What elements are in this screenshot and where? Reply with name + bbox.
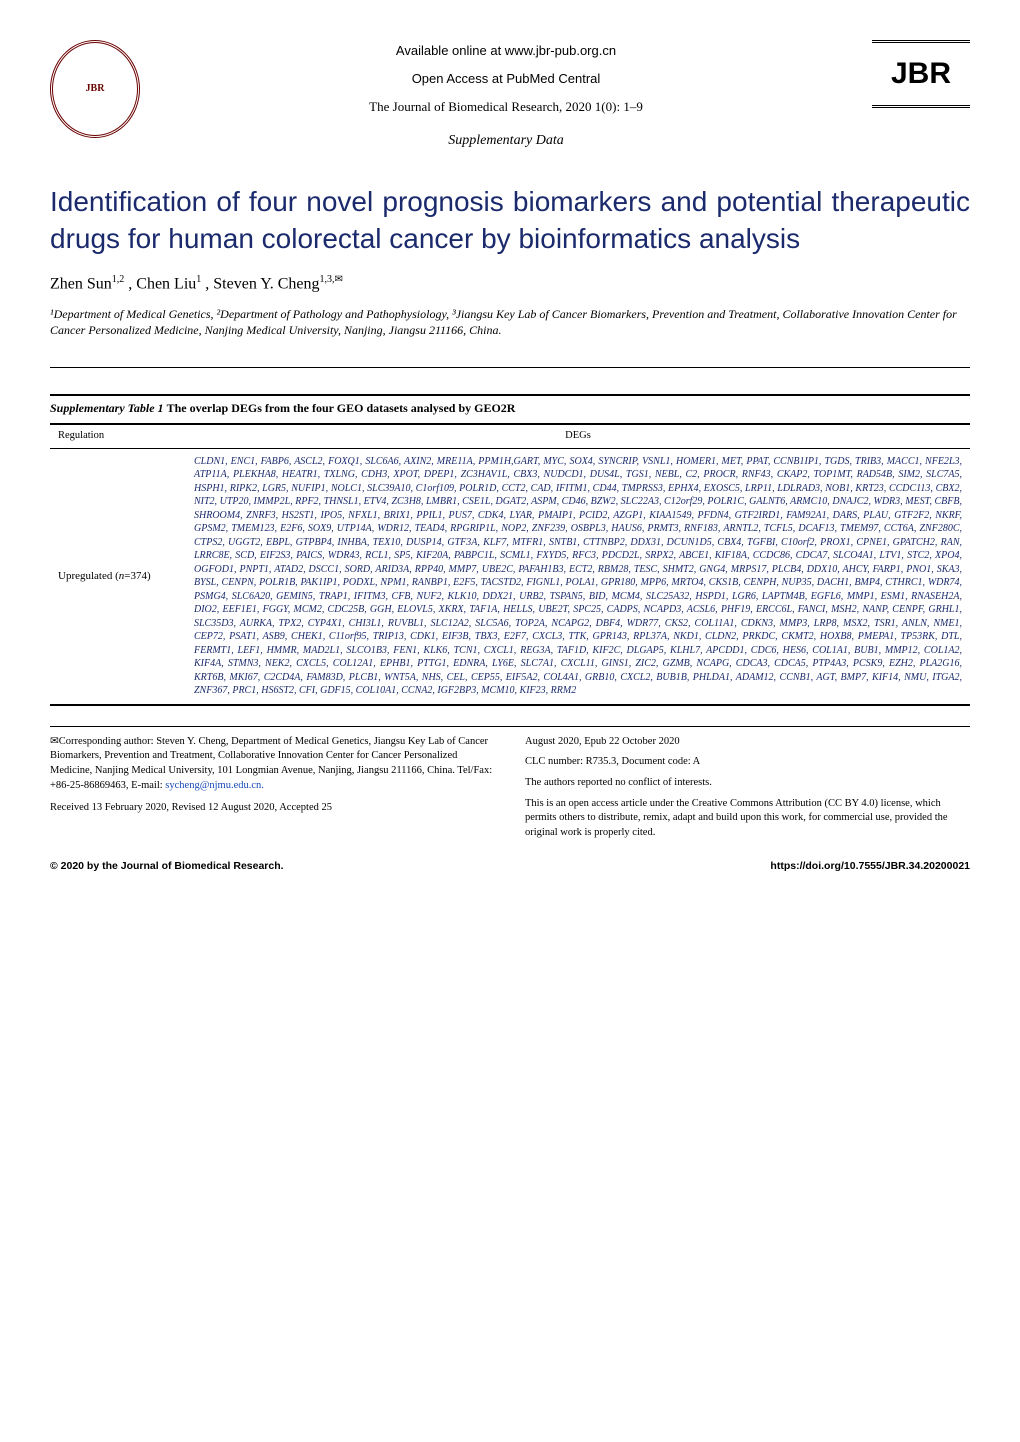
col-header-regulation: Regulation (50, 424, 186, 448)
author-1: Zhen Sun (50, 275, 112, 292)
footer-left: ✉Corresponding author: Steven Y. Cheng, … (50, 735, 495, 841)
seal-icon: JBR (50, 40, 140, 138)
jbr-logo: JBR (872, 40, 970, 108)
table-row: Upregulated (n=374) CLDN1, ENC1, FABP6, … (50, 448, 970, 705)
table-caption: Supplementary Table 1 The overlap DEGs f… (50, 394, 970, 423)
corresponding-email[interactable]: sycheng@njmu.edu.cn. (165, 780, 264, 791)
doi-link[interactable]: https://doi.org/10.7555/JBR.34.20200021 (770, 859, 970, 874)
author-3-affil: 1,3,✉ (320, 274, 343, 285)
license-text: This is an open access article under the… (525, 797, 970, 841)
received-dates: Received 13 February 2020, Revised 12 Au… (50, 801, 495, 816)
author-2: , Chen Liu (128, 275, 196, 292)
col-header-degs: DEGs (186, 424, 970, 448)
author-1-affil: 1,2 (112, 274, 125, 285)
supplementary-table-1: Supplementary Table 1 The overlap DEGs f… (50, 394, 970, 705)
page-footer: ✉Corresponding author: Steven Y. Cheng, … (50, 726, 970, 841)
clc-line: CLC number: R735.3, Document code: A (525, 755, 970, 770)
affiliations: ¹Department of Medical Genetics, ²Depart… (50, 306, 970, 340)
article-title: Identification of four novel prognosis b… (50, 184, 970, 257)
epub-date: August 2020, Epub 22 October 2020 (525, 735, 970, 750)
journal-citation: The Journal of Biomedical Research, 2020… (140, 98, 872, 116)
page-header: JBR Available online at www.jbr-pub.org.… (50, 40, 970, 174)
author-3: , Steven Y. Cheng (205, 275, 319, 292)
bottom-bar: © 2020 by the Journal of Biomedical Rese… (50, 859, 970, 874)
footer-right: August 2020, Epub 22 October 2020 CLC nu… (525, 735, 970, 841)
regulation-cell: Upregulated (n=374) (50, 448, 186, 705)
regulation-label-suffix: =374) (124, 570, 150, 582)
journal-seal: JBR (50, 40, 140, 138)
header-center: Available online at www.jbr-pub.org.cn O… (140, 40, 872, 174)
table-caption-label: Supplementary Table 1 (50, 401, 164, 415)
conflict-of-interest: The authors reported no conflict of inte… (525, 776, 970, 791)
copyright: © 2020 by the Journal of Biomedical Rese… (50, 859, 284, 874)
table-caption-text: The overlap DEGs from the four GEO datas… (167, 401, 516, 415)
open-access-line: Open Access at PubMed Central (140, 70, 872, 88)
author-list: Zhen Sun1,2 , Chen Liu1 , Steven Y. Chen… (50, 273, 970, 296)
available-online: Available online at www.jbr-pub.org.cn (140, 42, 872, 60)
corresponding-author: ✉Corresponding author: Steven Y. Cheng, … (50, 736, 492, 791)
divider (50, 367, 970, 368)
gene-list-cell: CLDN1, ENC1, FABP6, ASCL2, FOXQ1, SLC6A6… (186, 448, 970, 705)
regulation-label-prefix: Upregulated ( (58, 570, 119, 582)
author-2-affil: 1 (196, 274, 201, 285)
supplementary-data-label: Supplementary Data (140, 131, 872, 151)
